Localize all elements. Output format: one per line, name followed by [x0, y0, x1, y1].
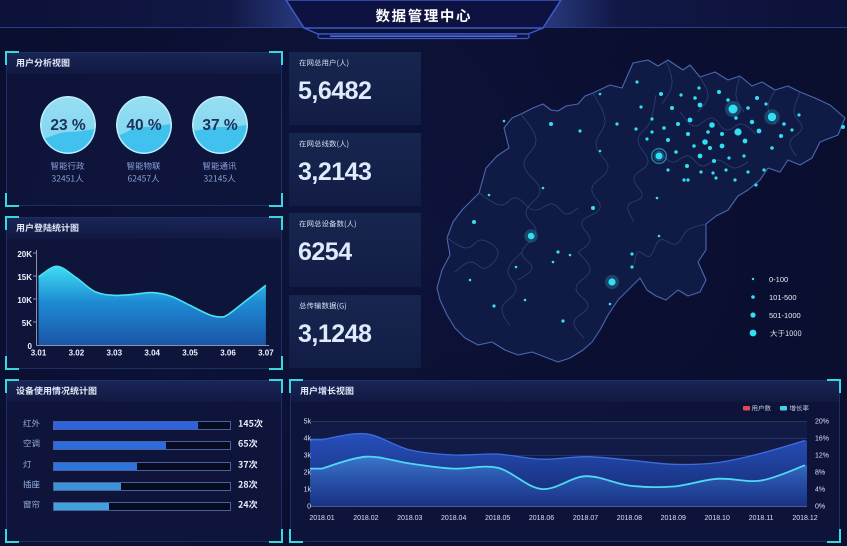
- svg-text:15K: 15K: [17, 273, 32, 282]
- svg-text:2018.10: 2018.10: [705, 515, 730, 522]
- svg-text:4k: 4k: [304, 436, 312, 443]
- svg-text:3.04: 3.04: [144, 349, 160, 358]
- svg-text:0-100: 0-100: [769, 275, 788, 284]
- svg-text:2018.01: 2018.01: [309, 515, 334, 522]
- svg-text:2018.04: 2018.04: [441, 515, 466, 522]
- svg-text:2018.06: 2018.06: [529, 515, 554, 522]
- svg-text:3.03: 3.03: [107, 349, 123, 358]
- svg-text:2018.09: 2018.09: [661, 515, 686, 522]
- svg-text:2018.05: 2018.05: [485, 515, 510, 522]
- svg-text:20%: 20%: [815, 419, 829, 426]
- svg-text:501-1000: 501-1000: [769, 311, 801, 320]
- svg-text:10K: 10K: [17, 296, 32, 305]
- svg-text:2018.02: 2018.02: [353, 515, 378, 522]
- svg-text:2018.08: 2018.08: [617, 515, 642, 522]
- svg-text:2018.11: 2018.11: [749, 515, 774, 522]
- svg-text:0: 0: [28, 342, 33, 351]
- svg-text:5K: 5K: [22, 319, 32, 328]
- svg-text:3.06: 3.06: [220, 349, 236, 358]
- svg-text:0: 0: [307, 504, 311, 511]
- svg-text:3.07: 3.07: [258, 349, 274, 358]
- svg-text:2018.03: 2018.03: [397, 515, 422, 522]
- svg-text:3.05: 3.05: [182, 349, 198, 358]
- svg-text:2018.12: 2018.12: [792, 515, 817, 522]
- svg-text:3k: 3k: [304, 453, 312, 460]
- svg-text:20K: 20K: [17, 250, 32, 259]
- svg-text:3.02: 3.02: [69, 349, 85, 358]
- svg-text:2k: 2k: [304, 470, 312, 477]
- svg-text:4%: 4%: [815, 487, 825, 494]
- svg-text:5k: 5k: [304, 419, 312, 426]
- svg-text:101-500: 101-500: [769, 293, 797, 302]
- svg-text:0%: 0%: [815, 504, 825, 511]
- svg-text:2018.07: 2018.07: [573, 515, 598, 522]
- svg-text:12%: 12%: [815, 453, 829, 460]
- svg-text:3.01: 3.01: [31, 349, 47, 358]
- svg-text:8%: 8%: [815, 470, 825, 477]
- svg-text:1k: 1k: [304, 487, 312, 494]
- svg-text:16%: 16%: [815, 436, 829, 443]
